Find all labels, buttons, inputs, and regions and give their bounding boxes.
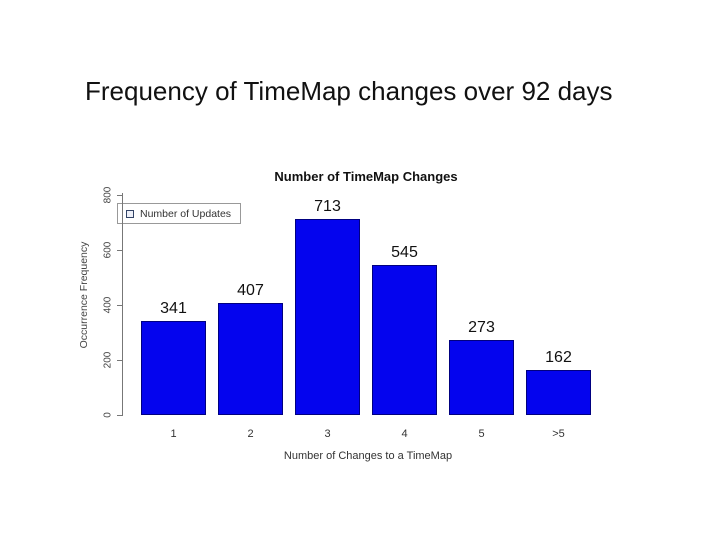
bar-value-label: 545	[391, 244, 418, 261]
y-axis-line	[122, 193, 123, 416]
y-axis-tick-label: 600	[102, 241, 114, 259]
y-axis-tick	[117, 250, 122, 251]
legend-square-marker-icon	[126, 209, 134, 218]
bar-value-label: 407	[237, 282, 264, 299]
bar-category-2	[218, 303, 283, 415]
y-axis-tick-label: 800	[102, 186, 114, 204]
y-axis-tick-label: 400	[102, 296, 114, 314]
y-axis-tick-label: 0	[102, 412, 114, 418]
bar-category-5	[449, 340, 514, 415]
x-axis-tick-label: 4	[401, 428, 408, 440]
x-axis-tick-label: 2	[247, 428, 254, 440]
bar-value-label: 273	[468, 319, 495, 336]
chart-title: Number of TimeMap Changes	[274, 169, 458, 184]
y-axis-tick	[117, 305, 122, 306]
y-axis-title: Occurrence Frequency	[78, 241, 90, 349]
x-axis-tick-label: 3	[324, 428, 331, 440]
bar-value-label: 162	[545, 349, 572, 366]
y-axis-tick	[117, 415, 122, 416]
legend: Number of Updates	[117, 203, 242, 224]
bar-category-3	[295, 219, 360, 415]
legend-label: Number of Updates	[140, 207, 232, 220]
y-axis-tick-label: 200	[102, 351, 114, 369]
bar-value-label: 713	[314, 198, 341, 215]
x-axis-tick-label: >5	[552, 428, 565, 440]
bar-value-label: 341	[160, 300, 187, 317]
x-axis-tick-label: 1	[170, 428, 177, 440]
x-axis-title: Number of Changes to a TimeMap	[283, 450, 453, 462]
bar-category-1	[141, 321, 206, 415]
y-axis-tick	[117, 195, 122, 196]
x-axis-tick-label: 5	[478, 428, 485, 440]
y-axis-tick	[117, 360, 122, 361]
slide-title: Frequency of TimeMap changes over 92 day…	[85, 76, 613, 106]
bar-category-4	[372, 265, 437, 415]
bar-category->5	[526, 370, 591, 415]
